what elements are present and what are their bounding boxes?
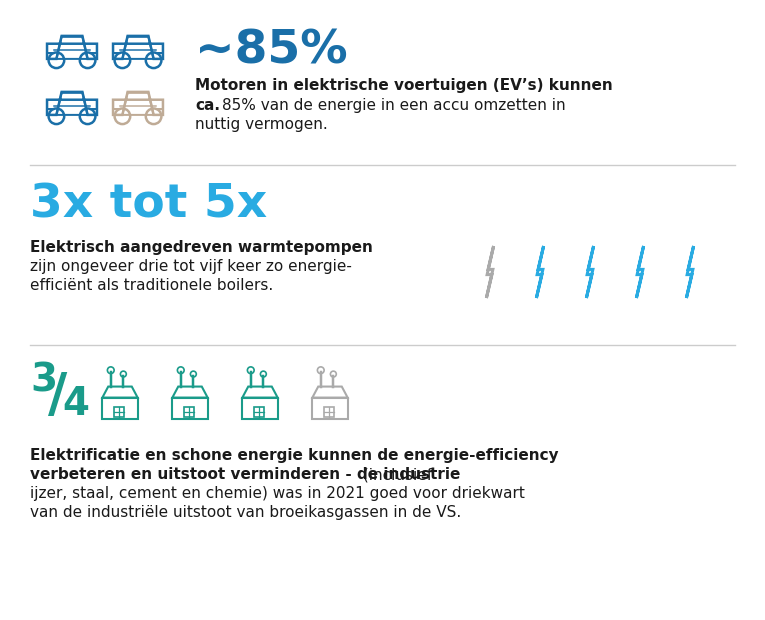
Text: Elektrisch aangedreven warmtepompen: Elektrisch aangedreven warmtepompen	[30, 240, 373, 255]
Text: /: /	[48, 370, 67, 422]
Text: 4: 4	[62, 385, 89, 423]
Text: verbeteren en uitstoot verminderen - de industrie: verbeteren en uitstoot verminderen - de …	[30, 467, 461, 482]
Text: 3x tot 5x: 3x tot 5x	[30, 182, 267, 227]
Text: 3: 3	[30, 362, 57, 400]
Text: ijzer, staal, cement en chemie) was in 2021 goed voor driekwart: ijzer, staal, cement en chemie) was in 2…	[30, 486, 525, 501]
Text: Motoren in elektrische voertuigen (EV’s) kunnen: Motoren in elektrische voertuigen (EV’s)…	[195, 78, 613, 93]
Text: Elektrificatie en schone energie kunnen de energie-efficiency: Elektrificatie en schone energie kunnen …	[30, 448, 558, 463]
Text: ~85%: ~85%	[195, 28, 347, 73]
Text: zijn ongeveer drie tot vijf keer zo energie-: zijn ongeveer drie tot vijf keer zo ener…	[30, 259, 352, 274]
Text: nuttig vermogen.: nuttig vermogen.	[195, 117, 327, 132]
Text: ca.: ca.	[195, 98, 220, 113]
Text: (inclusief: (inclusief	[358, 467, 432, 482]
Text: van de industriële uitstoot van broeikasgassen in de VS.: van de industriële uitstoot van broeikas…	[30, 505, 461, 520]
Text: efficiënt als traditionele boilers.: efficiënt als traditionele boilers.	[30, 278, 273, 293]
Text: 85% van de energie in een accu omzetten in: 85% van de energie in een accu omzetten …	[222, 98, 565, 113]
